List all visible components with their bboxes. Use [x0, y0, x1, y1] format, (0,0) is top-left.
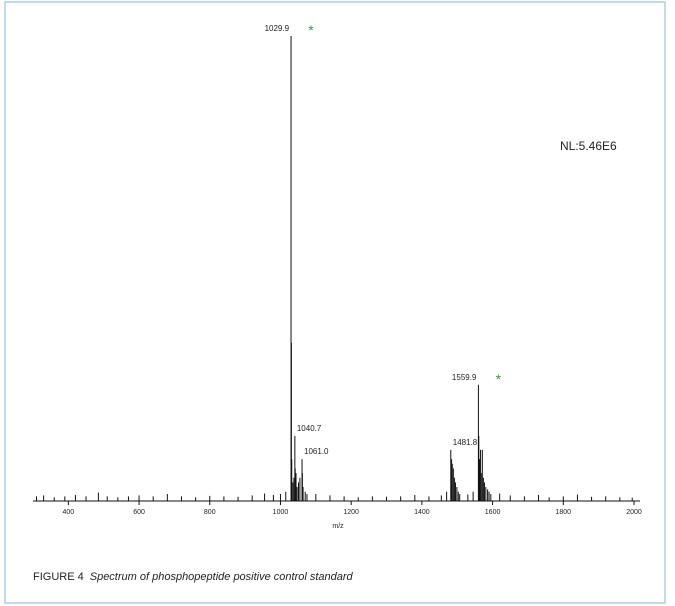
x-tick-label: 1400: [414, 509, 430, 516]
peak-label: 1029.9: [265, 24, 290, 33]
peak-label: 1040.7: [297, 424, 322, 433]
x-tick-label: 800: [204, 509, 216, 516]
x-tick-label: 400: [63, 509, 75, 516]
x-tick-label: 600: [133, 509, 145, 516]
peak-label: 1061.0: [304, 447, 329, 456]
x-tick-label: 1000: [273, 509, 289, 516]
caption-label: FIGURE 4: [33, 571, 84, 583]
peak-label: 1481.8: [453, 438, 478, 447]
peak-label: 1559.9: [452, 373, 477, 382]
figure-frame: [4, 1, 666, 604]
x-axis-label: m/z: [332, 523, 344, 530]
caption-text: Spectrum of phosphopeptide positive cont…: [90, 571, 354, 583]
x-tick-label: 1600: [485, 509, 501, 516]
x-tick-label: 1200: [343, 509, 359, 516]
caption: FIGURE 4 Spectrum of phosphopeptide posit…: [33, 571, 354, 583]
x-tick-label: 1800: [555, 509, 571, 516]
peak-star: *: [496, 371, 502, 387]
normalization-label: NL:5.46E6: [560, 139, 617, 153]
x-tick-label: 2000: [626, 509, 642, 516]
peak-star: *: [308, 22, 314, 38]
